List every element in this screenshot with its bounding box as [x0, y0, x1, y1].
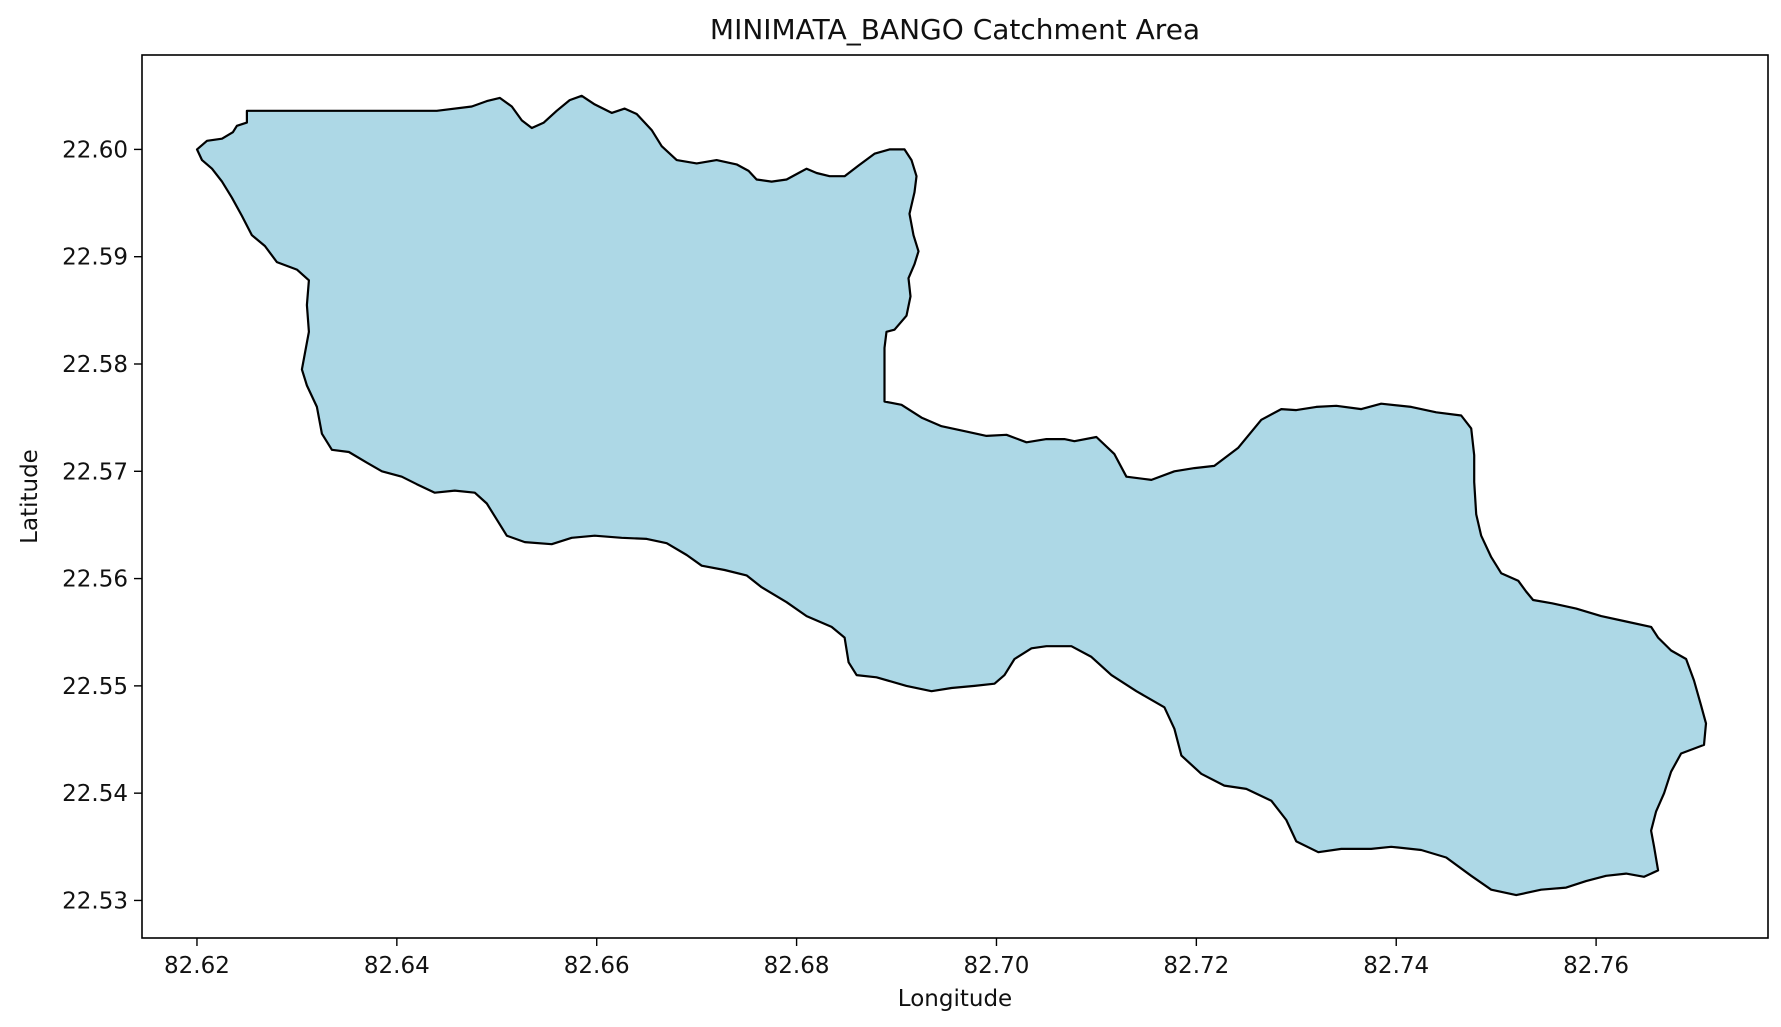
y-tick-label: 22.53: [62, 888, 128, 914]
y-axis-ticks: 22.53 22.54 22.55 22.56 22.57 22.58 22.59 22.60: [62, 137, 142, 914]
y-tick-label: 22.57: [62, 459, 128, 485]
x-tick-label: 82.70: [964, 953, 1030, 979]
y-tick-label: 22.60: [62, 137, 128, 163]
x-tick-label: 82.72: [1163, 953, 1229, 979]
x-tick-label: 82.64: [364, 953, 430, 979]
catchment-polygon: [195, 94, 1708, 897]
y-axis-label: Latitude: [17, 449, 43, 544]
x-tick-label: 82.66: [564, 953, 630, 979]
x-tick-label: 82.76: [1563, 953, 1629, 979]
x-tick-label: 82.68: [764, 953, 830, 979]
x-axis-ticks: 82.62 82.64 82.66 82.68 82.70 82.72 82.74 82.76: [164, 938, 1629, 979]
x-tick-label: 82.74: [1363, 953, 1429, 979]
y-tick-label: 22.56: [62, 567, 128, 593]
y-tick-label: 22.59: [62, 245, 128, 271]
y-tick-label: 22.55: [62, 674, 128, 700]
x-tick-label: 82.62: [164, 953, 230, 979]
y-tick-label: 22.54: [62, 781, 128, 807]
axes-frame: [141, 54, 1769, 939]
plot-area: [141, 54, 1769, 939]
y-tick-label: 22.58: [62, 352, 128, 378]
x-axis-label: Longitude: [898, 986, 1012, 1012]
map-title: MINIMATA_BANGO Catchment Area: [710, 13, 1200, 46]
